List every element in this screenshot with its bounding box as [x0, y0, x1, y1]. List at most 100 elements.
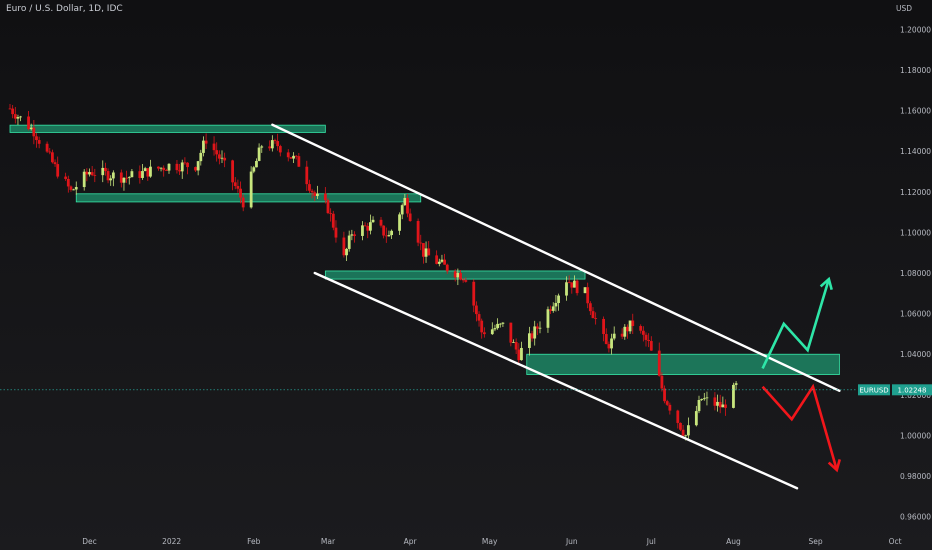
candle-body	[334, 227, 338, 238]
candle-body	[233, 182, 237, 187]
support-resistance-zone[interactable]	[75, 193, 422, 203]
currency-label: USD	[895, 4, 912, 13]
candle-body	[549, 309, 552, 311]
candle-body	[371, 219, 375, 223]
candle-body	[422, 243, 425, 257]
candle-body	[363, 225, 367, 227]
candle-body	[66, 178, 70, 187]
candle-body	[69, 186, 73, 190]
bearish-projection-path[interactable]	[761, 383, 839, 471]
candle-body	[641, 330, 645, 335]
candle-body	[626, 326, 629, 332]
candle-body	[681, 429, 685, 436]
candle-body	[416, 221, 420, 243]
candle-body	[313, 192, 317, 196]
candle-body	[270, 140, 274, 149]
candle-body	[665, 401, 669, 405]
candle-body	[660, 375, 664, 389]
candle-body	[644, 334, 648, 340]
x-tick-label: May	[482, 537, 498, 546]
candle-body	[231, 160, 234, 183]
candle-body	[718, 401, 722, 408]
candle-body	[612, 333, 616, 339]
candle-body	[604, 334, 608, 345]
candle-body	[610, 338, 613, 349]
candle-body	[35, 136, 38, 141]
candle-body	[119, 172, 123, 183]
bullish-projection-path[interactable]	[761, 278, 831, 370]
candle-body	[51, 152, 54, 163]
candle-body	[162, 167, 166, 171]
candle-body	[82, 171, 86, 188]
candle-body	[538, 327, 542, 329]
candle-body	[570, 282, 574, 288]
candle-body	[647, 339, 651, 342]
candle-body	[480, 320, 484, 333]
channel-line[interactable]	[271, 123, 841, 392]
candle-body	[101, 167, 105, 176]
candle-body	[217, 154, 221, 159]
candle-body	[424, 248, 428, 257]
candle-body	[554, 303, 558, 307]
channel-line[interactable]	[313, 271, 799, 490]
y-tick-label: 1.02000	[900, 391, 931, 400]
candle-body	[239, 188, 242, 198]
candle-body	[331, 213, 335, 228]
candle-body	[29, 127, 33, 130]
candle-body	[472, 281, 476, 306]
candle-body	[721, 404, 725, 408]
y-tick-label: 1.20000	[900, 25, 931, 34]
x-tick-label: Sep	[809, 537, 823, 546]
candle-body	[551, 306, 555, 311]
candle-body	[353, 234, 356, 236]
candle-body	[276, 141, 280, 147]
support-resistance-zone[interactable]	[9, 124, 326, 133]
candle-body	[573, 280, 576, 288]
candle-body	[255, 160, 258, 168]
candle-body	[490, 329, 494, 335]
candle-body	[663, 388, 666, 402]
candle-body	[366, 225, 370, 231]
candle-body	[435, 255, 439, 264]
candle-body	[398, 214, 401, 231]
candle-body	[157, 166, 160, 169]
candle-body	[437, 261, 441, 264]
candle-body	[588, 303, 592, 312]
candle-body	[716, 401, 719, 406]
candle-body	[215, 150, 219, 155]
candle-body	[649, 341, 653, 351]
candle-body	[684, 435, 688, 437]
candle-body	[419, 242, 423, 244]
candle-body	[676, 410, 680, 423]
x-tick-label: 2022	[162, 537, 181, 546]
candle-body	[482, 332, 486, 335]
candle-body	[130, 171, 134, 178]
candle-body	[37, 140, 41, 144]
candle-body	[122, 177, 126, 183]
candle-body	[278, 146, 282, 153]
candle-body	[639, 326, 643, 331]
candle-body	[406, 197, 409, 214]
candle-body	[85, 171, 89, 175]
candle-body	[361, 225, 364, 236]
candle-body	[493, 328, 497, 330]
candle-body	[48, 151, 52, 153]
candle-body	[347, 235, 351, 249]
support-resistance-zone[interactable]	[526, 353, 840, 375]
candle-body	[11, 108, 15, 115]
candle-body	[220, 157, 224, 159]
candle-body	[199, 152, 203, 162]
candle-body	[379, 219, 383, 226]
x-tick-label: Mar	[321, 537, 336, 546]
candle-body	[310, 190, 314, 193]
y-tick-label: 1.00000	[900, 431, 931, 440]
candle-body	[517, 349, 521, 361]
candle-body	[687, 425, 690, 436]
candle-body	[440, 259, 444, 262]
candle-body	[623, 326, 627, 337]
candle-body	[146, 168, 150, 177]
candle-body	[535, 326, 539, 329]
candle-body	[369, 222, 372, 231]
